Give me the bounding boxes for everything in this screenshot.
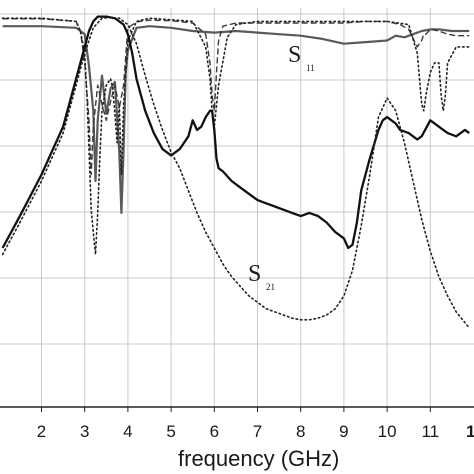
grid-lines — [0, 8, 474, 407]
x-tick-label: 5 — [166, 422, 175, 441]
x-tick-label: 7 — [253, 422, 262, 441]
annotation-s21-main: S — [248, 261, 261, 287]
series-line-2 — [2, 18, 470, 176]
x-tick-label: 11 — [421, 422, 439, 441]
x-tick-label: 6 — [210, 422, 219, 441]
x-tick-label: 3 — [80, 422, 89, 441]
annotation-s11: S 11 — [288, 42, 315, 73]
tick-labels: 2 3 4 5 6 7 8 9 10 11 1 — [37, 422, 474, 441]
series-line-1 — [2, 25, 470, 214]
x-tick-label: 4 — [123, 422, 132, 441]
x-axis-label: frequency (GHz) — [178, 446, 339, 471]
annotation-s21-sub: 21 — [266, 282, 275, 292]
series-line-4 — [1, 15, 470, 250]
annotation-s21: S 21 — [248, 261, 275, 292]
x-tick-label: 10 — [378, 422, 397, 441]
x-tick-label-partial: 1 — [466, 422, 474, 441]
x-tick-label: 8 — [296, 422, 305, 441]
annotation-s11-main: S — [288, 42, 301, 68]
x-tick-label: 9 — [339, 422, 348, 441]
series-group — [1, 15, 470, 329]
series-line-5 — [1, 16, 470, 329]
annotation-s11-sub: 11 — [306, 63, 315, 73]
series-line-3 — [1, 17, 470, 256]
x-axis — [0, 406, 474, 412]
x-tick-label: 2 — [37, 422, 46, 441]
